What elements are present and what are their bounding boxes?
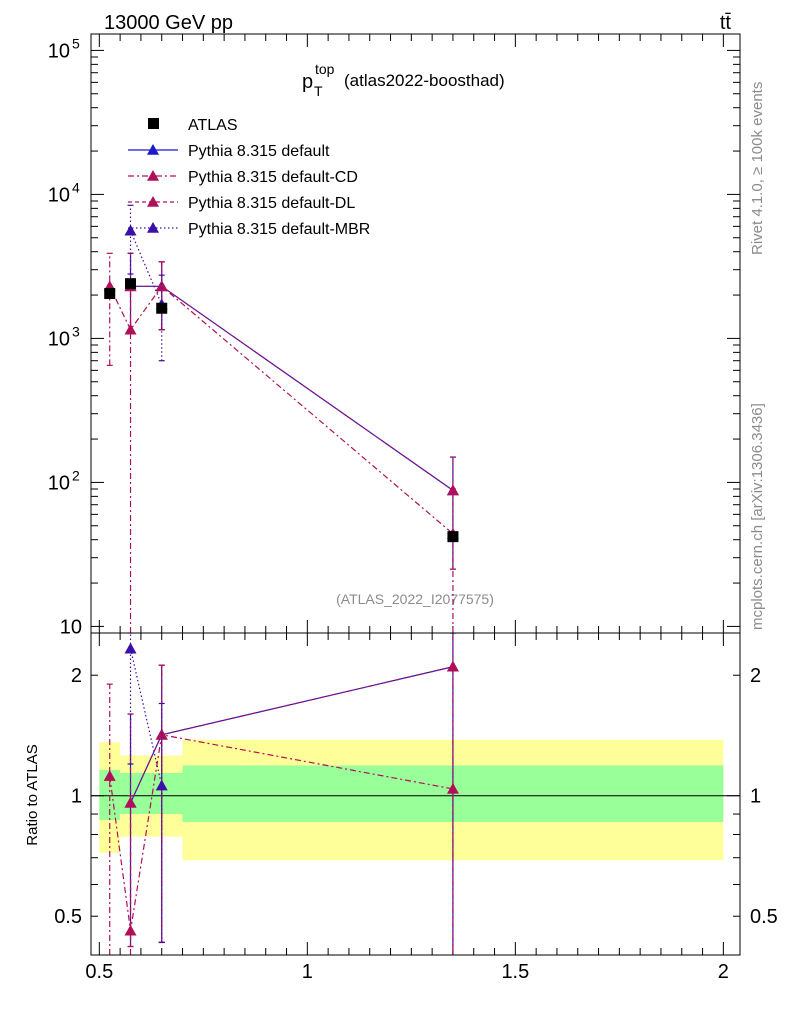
plot-title: p top T (atlas2022-boosthad): [302, 61, 505, 99]
y-tick-label: 10: [48, 184, 70, 206]
legend-marker: [147, 144, 159, 155]
data-point: [103, 770, 116, 781]
x-tick-label: 2: [718, 961, 729, 983]
y-tick-label: 10: [60, 616, 82, 638]
series-line: [109, 734, 454, 931]
process-label: tt̄: [720, 12, 732, 34]
series-line: [130, 285, 454, 491]
uncertainty-band-inner: [99, 769, 121, 820]
data-point: [446, 660, 459, 672]
legend-label: Pythia 8.315 default-CD: [188, 169, 358, 186]
legend-label: Pythia 8.315 default-DL: [188, 195, 355, 212]
plot-title-rest: (atlas2022-boosthad): [344, 71, 505, 90]
legend-marker: [148, 118, 159, 129]
series-line: [129, 648, 163, 786]
y-tick-label: 1: [71, 786, 82, 808]
atlas-data-point: [447, 531, 459, 543]
y-tick-label: 10: [48, 472, 70, 494]
atlas-data-point: [104, 288, 116, 300]
y-tick-label-exponent: 3: [72, 323, 80, 339]
legend-label: Pythia 8.315 default-MBR: [188, 221, 370, 238]
data-point: [446, 782, 459, 794]
plot-title-sub: T: [314, 83, 323, 99]
plot-title-p: p: [302, 71, 313, 93]
legend-marker: [147, 170, 159, 181]
legend-label: Pythia 8.315 default: [188, 143, 330, 160]
y-tick-label-right: 2: [750, 665, 761, 687]
y-tick-label-right: 0.5: [750, 906, 778, 928]
data-point: [155, 779, 168, 791]
x-tick-label: 1: [302, 961, 313, 983]
series-line: [109, 285, 454, 535]
mcplots-label: mcplots.cern.ch [arXiv:1306.3436]: [749, 403, 766, 630]
ratio-series: [103, 633, 459, 955]
ratio-ylabel: Ratio to ATLAS: [24, 744, 41, 845]
x-tick-label: 0.5: [85, 961, 113, 983]
y-tick-label-right: 1: [750, 786, 761, 808]
ratio-plot-frame: [90, 632, 741, 956]
legend: ATLAS Pythia 8.315 default Pythia 8.315 de…: [128, 117, 370, 238]
x-tick-label: 1.5: [501, 961, 529, 983]
series-line: [129, 230, 163, 305]
y-tick-label-exponent: 4: [72, 179, 80, 195]
series-line: [130, 285, 454, 491]
y-tick-label-exponent: 5: [72, 35, 80, 51]
data-point: [446, 484, 459, 496]
legend-marker: [147, 196, 159, 207]
ratio-plot: 0.5 0.5 1 1 2 2 0.5 1 1.5 2: [54, 633, 778, 983]
legend-marker: [147, 222, 159, 233]
y-tick-label: 10: [48, 328, 70, 350]
analysis-tag: (ATLAS_2022_I2077575): [336, 591, 494, 607]
series-line: [129, 666, 454, 804]
data-point: [124, 224, 137, 236]
atlas-data-point: [156, 302, 168, 314]
atlas-data-point: [125, 278, 137, 290]
data-point: [124, 796, 137, 808]
data-point: [155, 280, 168, 292]
y-tick-label: 0.5: [54, 906, 82, 928]
energy-label: 13000 GeV pp: [104, 12, 233, 34]
plot-title-sup: top: [315, 61, 335, 77]
y-tick-label-exponent: 2: [72, 467, 80, 483]
y-tick-label: 2: [71, 665, 82, 687]
legend-label: ATLAS: [188, 117, 238, 134]
rivet-label: Rivet 4.1.0, ≥ 100k events: [749, 82, 766, 255]
data-point: [124, 642, 137, 654]
y-tick-label: 10: [48, 40, 70, 62]
